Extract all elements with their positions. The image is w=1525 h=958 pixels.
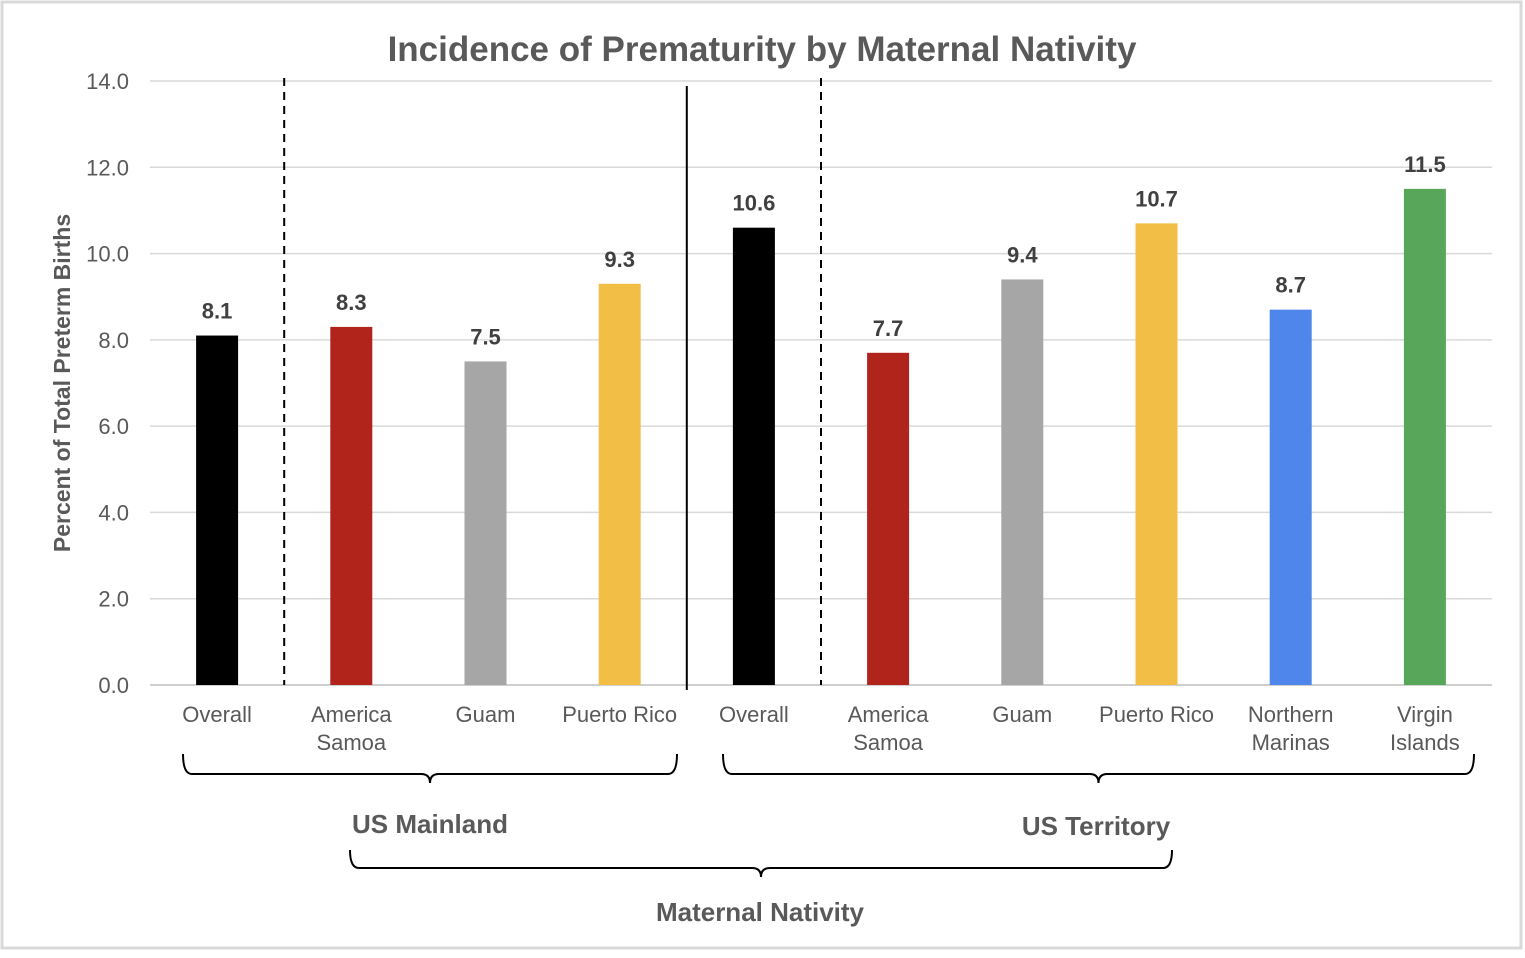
x-tick-label: America: [311, 702, 392, 727]
y-axis-label: Percent of Total Preterm Births: [49, 214, 75, 552]
group-braces: US Mainland US Territory: [182, 753, 1475, 878]
data-label: 10.7: [1135, 186, 1178, 211]
brace-us-mainland: [182, 753, 678, 784]
brace-us-territory: [722, 753, 1475, 784]
x-tick-label: Puerto Rico: [1099, 702, 1214, 727]
x-tick-label: America: [848, 702, 929, 727]
data-label: 9.4: [1007, 242, 1038, 267]
bar: [598, 283, 641, 685]
x-tick-label: Overall: [182, 702, 252, 727]
bar: [1001, 279, 1044, 685]
x-tick-label: Marinas: [1252, 730, 1330, 755]
data-labels: 8.1 8.3 7.5 9.3 10.6 7.7 9.4 10.7 8.7 11.5: [202, 152, 1446, 350]
data-label: 7.5: [470, 324, 501, 349]
x-tick-label: Northern: [1248, 702, 1334, 727]
y-tick-label: 4.0: [98, 500, 129, 525]
bar: [464, 361, 507, 685]
data-label: 11.5: [1404, 152, 1446, 177]
data-label: 8.1: [202, 299, 233, 324]
x-axis-label: Maternal Nativity: [656, 897, 865, 927]
data-label: 10.6: [732, 191, 775, 216]
chart-title: Incidence of Prematurity by Maternal Nat…: [388, 30, 1137, 69]
bar: [1269, 309, 1312, 685]
y-tick-label: 6.0: [98, 414, 129, 439]
data-label: 8.3: [336, 290, 367, 315]
x-tick-label: Puerto Rico: [562, 702, 677, 727]
y-tick-label: 0.0: [98, 673, 129, 698]
y-axis-ticks: 0.0 2.0 4.0 6.0 8.0 10.0 12.0 14.0: [86, 69, 129, 698]
data-label: 9.3: [604, 247, 635, 272]
x-tick-label: Overall: [719, 702, 789, 727]
data-label: 8.7: [1275, 273, 1306, 298]
data-label: 7.7: [873, 316, 904, 341]
bar: [1135, 223, 1178, 685]
x-tick-label: Virgin: [1397, 702, 1453, 727]
y-tick-label: 14.0: [86, 69, 129, 94]
y-tick-label: 12.0: [86, 155, 129, 180]
bar: [1403, 188, 1446, 685]
group-label: US Mainland: [352, 809, 508, 839]
brace-maternal-nativity: [349, 849, 1173, 878]
y-tick-label: 10.0: [86, 242, 129, 267]
x-tick-label: Islands: [1390, 730, 1460, 755]
bar: [196, 335, 239, 685]
x-axis-labels: Overall America Samoa Guam Puerto Rico Overal…: [182, 702, 1460, 755]
group-dividers: [283, 78, 822, 690]
bar: [330, 326, 373, 685]
x-tick-label: Guam: [992, 702, 1052, 727]
bar: [732, 227, 775, 685]
bar: [867, 352, 910, 685]
x-tick-label: Guam: [456, 702, 516, 727]
x-tick-label: Samoa: [316, 730, 386, 755]
y-tick-label: 2.0: [98, 587, 129, 612]
group-label: US Territory: [1022, 811, 1171, 841]
bars: [196, 188, 1446, 685]
x-tick-label: Samoa: [853, 730, 923, 755]
y-tick-label: 8.0: [98, 328, 129, 353]
